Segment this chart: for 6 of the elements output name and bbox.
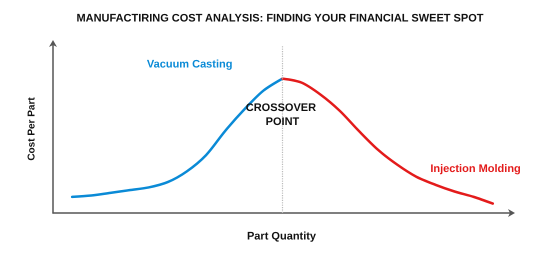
series-label: Injection Molding bbox=[430, 162, 521, 175]
text: Vacuum Casting bbox=[146, 58, 232, 71]
annotation: CROSSOVER POINT bbox=[246, 102, 320, 128]
x-axis-title: Part Quantity bbox=[246, 230, 317, 242]
y-axis-title: Cost Per Part bbox=[26, 96, 38, 161]
chart-title: MANUFACTIRING COST ANALYSIS: FINDING YOUR FINANCIAL SWEET SPOT bbox=[76, 12, 484, 24]
